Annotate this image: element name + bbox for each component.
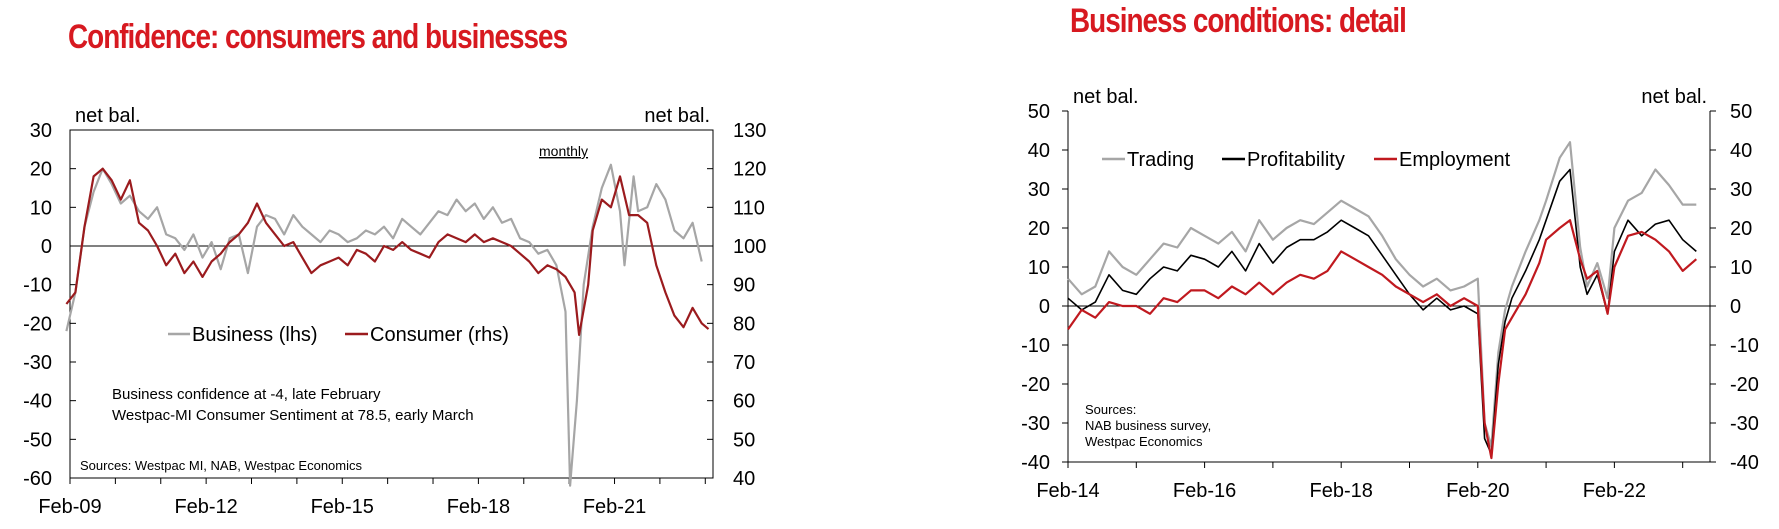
y-tick-label-left: 50 bbox=[1028, 101, 1050, 123]
y-tick-label-right: 90 bbox=[733, 275, 755, 297]
y-tick-label-left: -30 bbox=[1021, 413, 1050, 435]
legend-label-business: Business (lhs) bbox=[192, 324, 318, 346]
left-axis-unit: net bal. bbox=[75, 105, 141, 127]
consumer-sentiment-line bbox=[65, 167, 710, 336]
y-tick-label-right: 0 bbox=[1730, 296, 1741, 318]
y-tick-label-left: 40 bbox=[1028, 140, 1050, 162]
y-tick-label-right: 50 bbox=[1730, 101, 1752, 123]
annotation-line: Business confidence at -4, late February bbox=[112, 386, 381, 403]
y-tick-label-right: 80 bbox=[733, 313, 755, 335]
source-note: Westpac Economics bbox=[1085, 434, 1203, 449]
x-tick-label: Feb-14 bbox=[1036, 480, 1099, 502]
right-chart-title: Business conditions: detail bbox=[1070, 2, 1407, 40]
x-tick-label: Feb-22 bbox=[1583, 480, 1646, 502]
y-tick-label-left: -20 bbox=[1021, 374, 1050, 396]
y-tick-label-left: 10 bbox=[30, 197, 52, 219]
y-tick-label-right: 120 bbox=[733, 159, 766, 181]
right-axis-unit: net bal. bbox=[1641, 86, 1707, 108]
legend-label-profitability: Profitability bbox=[1247, 149, 1345, 171]
y-tick-label-left: -20 bbox=[23, 313, 52, 335]
y-tick-label-left: 10 bbox=[1028, 257, 1050, 279]
source-note: NAB business survey, bbox=[1085, 418, 1211, 433]
y-tick-label-left: 20 bbox=[30, 159, 52, 181]
y-tick-label-right: 70 bbox=[733, 352, 755, 374]
x-tick-label: Feb-21 bbox=[583, 496, 646, 518]
y-tick-label-right: 30 bbox=[1730, 179, 1752, 201]
y-tick-label-right: 40 bbox=[1730, 140, 1752, 162]
legend-label-consumer: Consumer (rhs) bbox=[370, 324, 509, 346]
y-tick-label-left: -10 bbox=[1021, 335, 1050, 357]
y-tick-label-left: -50 bbox=[23, 429, 52, 451]
y-tick-label-left: -40 bbox=[1021, 452, 1050, 474]
x-tick-label: Feb-20 bbox=[1446, 480, 1509, 502]
frequency-note: monthly bbox=[539, 143, 588, 159]
x-tick-label: Feb-16 bbox=[1173, 480, 1236, 502]
y-tick-label-left: -10 bbox=[23, 275, 52, 297]
right-axis-unit: net bal. bbox=[644, 105, 710, 127]
annotation-line: Westpac-MI Consumer Sentiment at 78.5, e… bbox=[112, 407, 474, 424]
x-tick-label: Feb-15 bbox=[311, 496, 374, 518]
y-tick-label-left: -60 bbox=[23, 468, 52, 490]
y-tick-label-left: 30 bbox=[1028, 179, 1050, 201]
y-tick-label-left: 30 bbox=[30, 120, 52, 142]
y-tick-label-right: -10 bbox=[1730, 335, 1759, 357]
business-confidence-line bbox=[65, 163, 703, 487]
y-tick-label-right: 10 bbox=[1730, 257, 1752, 279]
y-tick-label-left: 0 bbox=[1039, 296, 1050, 318]
y-tick-label-right: 50 bbox=[733, 429, 755, 451]
y-tick-label-right: 110 bbox=[733, 197, 765, 219]
y-tick-label-right: 40 bbox=[733, 468, 755, 490]
x-tick-label: Feb-18 bbox=[447, 496, 510, 518]
y-tick-label-left: 0 bbox=[41, 236, 52, 258]
legend-label-employment: Employment bbox=[1399, 149, 1511, 171]
y-tick-label-left: -40 bbox=[23, 391, 52, 413]
left-chart-title: Confidence: consumers and businesses bbox=[68, 18, 568, 56]
y-tick-label-right: 130 bbox=[733, 120, 766, 142]
employment-line bbox=[1067, 219, 1698, 460]
left-axis-unit: net bal. bbox=[1073, 86, 1139, 108]
source-note: Sources: bbox=[1085, 402, 1136, 417]
y-tick-label-right: -30 bbox=[1730, 413, 1759, 435]
y-tick-label-left: 20 bbox=[1028, 218, 1050, 240]
y-tick-label-right: -20 bbox=[1730, 374, 1759, 396]
y-tick-label-right: 100 bbox=[733, 236, 766, 258]
x-tick-label: Feb-18 bbox=[1310, 480, 1373, 502]
y-tick-label-right: 20 bbox=[1730, 218, 1752, 240]
legend-label-trading: Trading bbox=[1127, 149, 1194, 171]
source-note: Sources: Westpac MI, NAB, Westpac Econom… bbox=[80, 458, 363, 473]
y-tick-label-right: -40 bbox=[1730, 452, 1759, 474]
x-tick-label: Feb-09 bbox=[38, 496, 101, 518]
plot-frame bbox=[69, 129, 714, 479]
y-tick-label-left: -30 bbox=[23, 352, 52, 374]
x-tick-label: Feb-12 bbox=[174, 496, 237, 518]
y-tick-label-right: 60 bbox=[733, 391, 755, 413]
profitability-line bbox=[1067, 168, 1697, 456]
